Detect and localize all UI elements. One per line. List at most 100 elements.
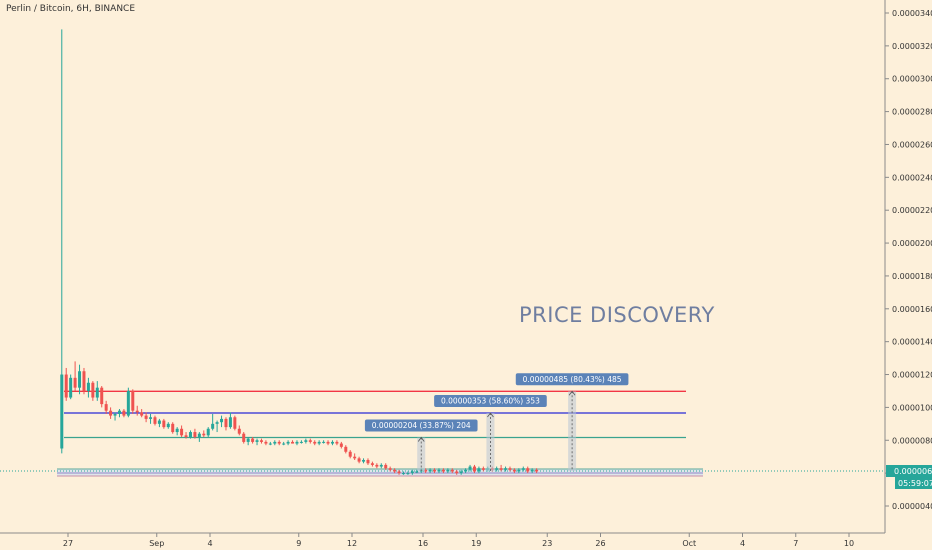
candle <box>433 468 437 474</box>
candle-body <box>441 469 445 472</box>
range-marker-label-bg <box>434 394 547 407</box>
candle-body <box>211 423 215 429</box>
candle-body <box>521 468 525 470</box>
candle-body <box>295 441 299 444</box>
candle-body <box>264 441 268 444</box>
candle <box>140 409 144 418</box>
chart-title: Perlin / Bitcoin, 6H, BINANCE <box>6 4 136 14</box>
candle <box>197 432 201 442</box>
candle <box>86 377 90 398</box>
candle-body <box>379 464 383 467</box>
candle-body <box>375 464 379 467</box>
candle-body <box>197 433 201 437</box>
x-tick-label: 9 <box>296 539 301 548</box>
x-tick-label: 4 <box>740 539 745 548</box>
candle-body <box>477 468 481 472</box>
candle <box>131 389 135 414</box>
candle <box>348 450 352 459</box>
candle-body <box>348 451 352 457</box>
y-tick-label: 0.00002800 <box>892 108 932 117</box>
y-tick-label: 0.00003200 <box>892 42 932 51</box>
candle-body <box>433 469 437 472</box>
candle <box>202 430 206 437</box>
candle <box>379 463 383 469</box>
candle <box>162 418 166 429</box>
current-price-tag-bg <box>886 464 932 477</box>
x-axis: 27 Sep 4 9 12 16 19 23 26 Oct 4 7 10 <box>0 532 885 548</box>
candle-body <box>299 441 303 443</box>
candle <box>188 430 192 439</box>
candle-body <box>246 438 250 442</box>
range-marker-arrow <box>487 412 494 418</box>
candle-body <box>73 377 77 388</box>
x-tick-label: 23 <box>542 539 552 548</box>
x-tick-label: 19 <box>471 539 481 548</box>
candle-body <box>180 428 184 436</box>
candle-body <box>464 469 468 472</box>
candle-body <box>517 469 521 472</box>
candle <box>224 417 228 431</box>
candle-body <box>104 404 108 411</box>
y-tick-label: 0.00001000 <box>892 403 932 412</box>
candle <box>206 427 210 437</box>
candle <box>104 400 108 414</box>
range-marker-label: 0.00000204 (33.87%) 204 <box>372 421 471 430</box>
candle-body <box>259 440 263 442</box>
y-tick-label: 0.00002600 <box>892 140 932 149</box>
candle <box>357 456 361 464</box>
candle <box>282 441 286 446</box>
horizontal-levels <box>0 390 885 477</box>
candle-body <box>357 458 361 462</box>
candle <box>428 468 432 474</box>
candle-body <box>188 432 192 437</box>
candle-body <box>122 410 126 416</box>
range-markers: 0.00000204 (33.87%) 204 0.00000353 (58.60… <box>364 373 629 471</box>
candle-body <box>526 468 530 472</box>
candle <box>78 364 82 395</box>
candle-body <box>175 428 179 433</box>
x-tick-label: Sep <box>149 539 164 548</box>
price-discovery-annotation: PRICE DISCOVERY <box>519 303 715 327</box>
candle <box>91 381 95 401</box>
y-axis: 0.00003400 0.00003200 0.00003000 0.00002800… <box>884 0 932 533</box>
candle-body <box>91 382 95 398</box>
candle <box>144 412 148 423</box>
candle-body <box>273 441 277 444</box>
candles <box>60 29 539 475</box>
candle <box>344 445 348 454</box>
candle-body <box>140 412 144 416</box>
candle <box>375 463 379 469</box>
candle-body <box>335 441 339 444</box>
candle-body <box>468 466 472 470</box>
candle <box>464 468 468 474</box>
candle-body <box>450 469 454 472</box>
candle-body <box>162 420 166 428</box>
candle-body <box>233 417 237 429</box>
candle-body <box>82 371 86 391</box>
candle-body <box>277 441 281 444</box>
candle <box>153 415 157 426</box>
candle-body <box>86 382 90 391</box>
current-price-label: 0.00000613 <box>894 467 932 476</box>
candle-body <box>415 471 419 473</box>
candle-body <box>153 417 157 424</box>
candle-body <box>149 417 153 419</box>
candle-body <box>135 410 139 413</box>
candle-body <box>224 418 228 428</box>
range-marker-label-bg <box>364 419 478 432</box>
candle <box>526 466 530 474</box>
y-tick-label: 0.00001200 <box>892 371 932 380</box>
candle-body <box>171 423 175 433</box>
candle <box>330 440 334 446</box>
x-tick-label: 27 <box>63 539 73 548</box>
candle-body <box>60 374 64 449</box>
candle <box>313 440 317 446</box>
candle <box>512 468 516 474</box>
candle <box>335 440 339 446</box>
candle <box>299 440 303 444</box>
candle-body <box>530 469 534 472</box>
candle-body <box>535 469 539 472</box>
candle-body <box>144 415 148 419</box>
candle-body <box>109 410 113 416</box>
